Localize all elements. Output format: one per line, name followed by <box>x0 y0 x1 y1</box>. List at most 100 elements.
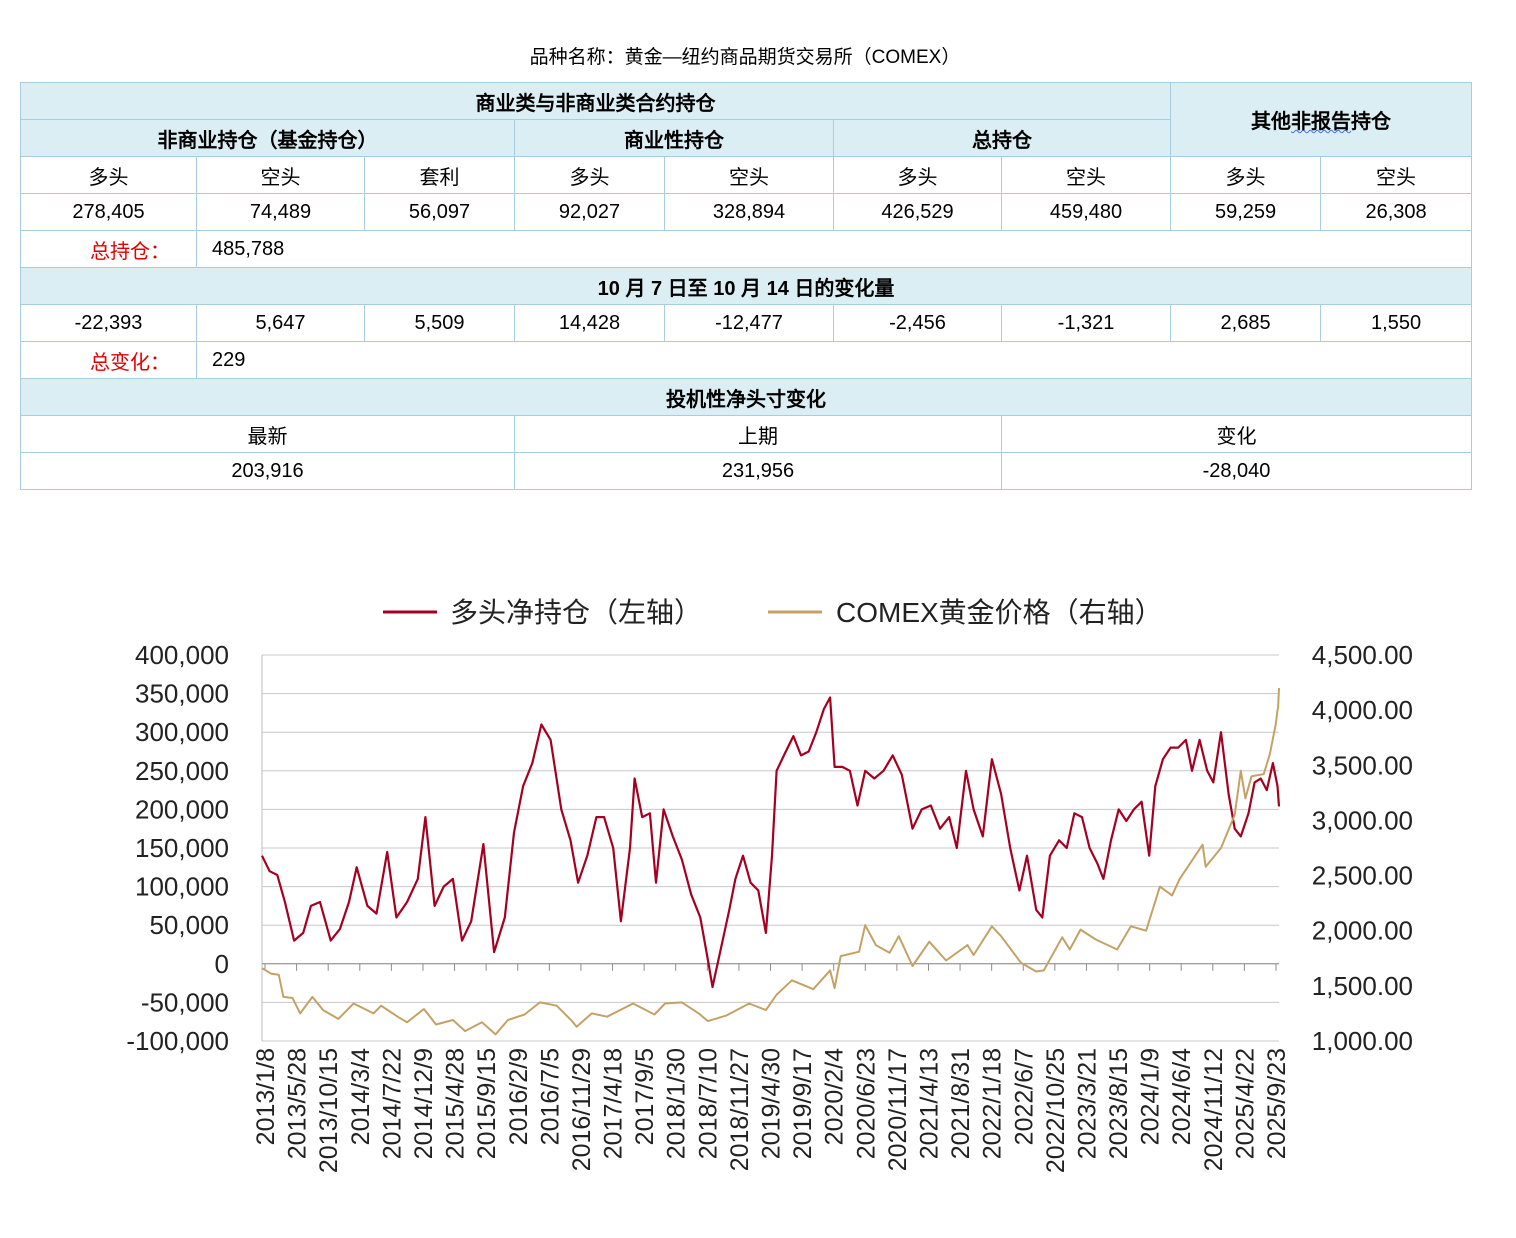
position-value: 278,405 <box>20 193 197 231</box>
x-tick-label: 2014/12/9 <box>410 1048 438 1159</box>
x-tick-label: 2015/9/15 <box>473 1048 501 1159</box>
position-value: 92,027 <box>514 193 665 231</box>
x-tick-label: 2018/1/30 <box>663 1048 691 1159</box>
total-change-row: 总变化： 229 <box>20 341 1473 379</box>
y-left-tick-label: 200,000 <box>135 794 229 824</box>
change-value: -22,393 <box>20 304 197 342</box>
x-tick-label: 2018/11/27 <box>726 1048 754 1171</box>
x-tick-label: 2021/8/31 <box>947 1048 975 1159</box>
y-right-tick-label: 3,000.00 <box>1312 805 1413 835</box>
net-value-previous: 231,956 <box>514 452 1002 490</box>
x-tick-label: 2019/4/30 <box>758 1048 786 1159</box>
group-header: 商业类与非商业类合约持仓 <box>19 82 1172 120</box>
chart-series <box>261 688 1281 1036</box>
x-axis: 2013/1/8 2013/5/28 2013/10/15 2014/3/4 2014/… <box>252 963 1291 1173</box>
x-tick-label: 2022/6/7 <box>1010 1048 1038 1145</box>
change-value: 2,685 <box>1170 304 1322 342</box>
position-value: 59,259 <box>1170 193 1322 231</box>
x-tick-label: 2024/6/4 <box>1168 1048 1196 1145</box>
x-tick-label: 2014/7/22 <box>378 1048 406 1159</box>
x-tick-label: 2015/4/28 <box>442 1048 470 1159</box>
change-value: -1,321 <box>1000 304 1172 342</box>
net-position-header: 投机性净头寸变化 <box>19 378 1473 416</box>
x-tick-label: 2016/7/5 <box>536 1048 564 1145</box>
col-label: 空头 <box>664 156 834 194</box>
x-tick-label: 2016/2/9 <box>505 1048 533 1145</box>
x-tick-label: 2018/7/10 <box>694 1048 722 1159</box>
net-value-latest: 203,916 <box>20 452 515 490</box>
x-tick-label: 2020/2/4 <box>821 1048 849 1145</box>
change-value: -2,456 <box>833 304 1002 342</box>
position-value: 328,894 <box>664 193 834 231</box>
y-left-tick-label: -100,000 <box>126 1026 229 1056</box>
series-net-long-line <box>261 696 1281 989</box>
y-left-tick-label: 150,000 <box>135 833 229 863</box>
change-period-header: 10 月 7 日至 10 月 14 日的变化量 <box>19 267 1473 305</box>
other-nonreportable-header: 其他非报告持仓 <box>1170 82 1473 157</box>
x-tick-label: 2022/10/25 <box>1042 1048 1070 1173</box>
position-values-row: 278,405 74,489 56,097 92,027 328,894 426… <box>20 193 1473 231</box>
legend-label-net-long: 多头净持仓（左轴） <box>450 597 702 628</box>
y-right-tick-label: 4,500.00 <box>1312 640 1413 670</box>
x-tick-label: 2017/9/5 <box>631 1048 659 1145</box>
position-value: 56,097 <box>364 193 515 231</box>
x-tick-label: 2020/11/17 <box>884 1048 912 1171</box>
y-right-tick-label: 1,500.00 <box>1312 971 1413 1001</box>
col-label: 多头 <box>20 156 197 194</box>
x-tick-label: 2023/8/15 <box>1105 1048 1133 1159</box>
col-label: 空头 <box>1000 156 1172 194</box>
x-tick-label: 2019/9/17 <box>789 1048 817 1159</box>
series-gold-price-line <box>261 688 1280 1036</box>
x-tick-label: 2016/11/29 <box>568 1048 596 1171</box>
net-value-change: -28,040 <box>1000 452 1473 490</box>
y-right-tick-label: 3,500.00 <box>1312 750 1413 780</box>
commercial-header: 商业性持仓 <box>514 119 834 157</box>
y-axis-right: 1,000.00 1,500.00 2,000.00 2,500.00 3,000.00… <box>1312 640 1413 1056</box>
legend-label-gold-price: COMEX黄金价格（右轴） <box>836 597 1163 628</box>
position-value: 26,308 <box>1320 193 1473 231</box>
net-labels-row: 最新 上期 变化 <box>20 415 1473 453</box>
y-left-tick-label: 250,000 <box>135 756 229 786</box>
position-value: 426,529 <box>833 193 1002 231</box>
total-oi-row: 总持仓： 485,788 <box>20 230 1473 268</box>
change-value: 1,550 <box>1320 304 1473 342</box>
y-left-tick-label: 0 <box>215 949 229 979</box>
y-right-tick-label: 1,000.00 <box>1312 1026 1413 1056</box>
position-value: 74,489 <box>196 193 365 231</box>
col-label: 套利 <box>364 156 515 194</box>
y-left-tick-label: 50,000 <box>149 910 229 940</box>
change-values-row: -22,393 5,647 5,509 14,428 -12,477 -2,45… <box>20 304 1473 342</box>
total-change-value: 229 <box>195 341 1473 379</box>
col-label: 多头 <box>1170 156 1322 194</box>
x-tick-label: 2013/10/15 <box>315 1048 343 1173</box>
total-oi-value: 485,788 <box>195 230 1473 268</box>
y-left-tick-label: 350,000 <box>135 679 229 709</box>
y-right-tick-label: 2,500.00 <box>1312 861 1413 891</box>
x-tick-label: 2021/4/13 <box>915 1048 943 1159</box>
net-label-change: 变化 <box>1000 415 1473 453</box>
x-tick-label: 2024/11/12 <box>1200 1048 1228 1171</box>
col-label: 空头 <box>1320 156 1473 194</box>
net-position-gold-price-chart: 多头净持仓（左轴） COMEX黄金价格（右轴） -100,000 -50,000 0… <box>126 597 1413 1173</box>
y-left-tick-label: -50,000 <box>141 987 229 1017</box>
change-value: 5,647 <box>196 304 365 342</box>
y-left-tick-label: 100,000 <box>135 872 229 902</box>
x-tick-label: 2013/5/28 <box>284 1048 312 1159</box>
total-header: 总持仓 <box>832 119 1172 157</box>
col-label: 多头 <box>514 156 665 194</box>
column-labels-row: 多头 空头 套利 多头 空头 多头 空头 多头 空头 <box>20 156 1473 194</box>
x-tick-label: 2013/1/8 <box>252 1048 280 1145</box>
net-label-latest: 最新 <box>20 415 515 453</box>
x-tick-label: 2020/6/23 <box>852 1048 880 1159</box>
y-right-tick-label: 2,000.00 <box>1312 916 1413 946</box>
x-tick-label: 2017/4/18 <box>600 1048 628 1159</box>
x-tick-label: 2014/3/4 <box>347 1048 375 1145</box>
total-change-label: 总变化： <box>20 341 197 379</box>
chart-legend: 多头净持仓（左轴） COMEX黄金价格（右轴） <box>383 597 1163 628</box>
page-title: 品种名称：黄金—纽约商品期货交易所（COMEX） <box>529 47 961 68</box>
change-value: 14,428 <box>514 304 665 342</box>
col-label: 空头 <box>196 156 365 194</box>
cot-position-table: 商业类与非商业类合约持仓 其他非报告持仓 非商业持仓（基金持仓） 商业性持仓 总… <box>19 82 1473 490</box>
chart-gridlines <box>261 654 1279 1042</box>
total-oi-label: 总持仓： <box>20 230 197 268</box>
